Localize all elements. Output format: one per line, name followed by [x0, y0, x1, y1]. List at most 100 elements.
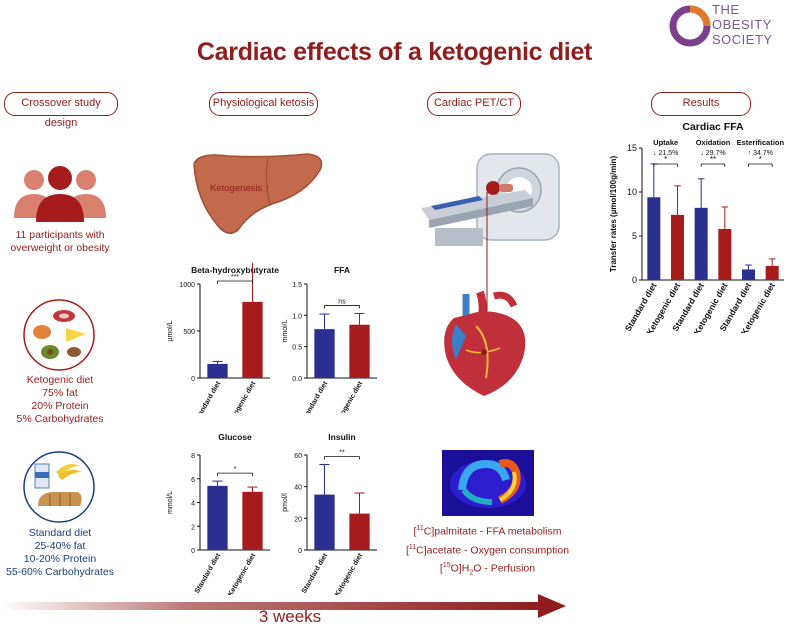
crossover-section-header: Crossover study design: [4, 92, 118, 129]
ketosis-section-header: Physiological ketosis: [209, 92, 318, 116]
keto-diet-carbs: 5% Carbohydrates: [16, 413, 104, 425]
group-change: ↓ 29.7%: [700, 150, 725, 157]
logo-line-1: THE: [712, 2, 740, 17]
y-axis-label: mmol/L: [167, 491, 174, 514]
y-tick-label: 60: [294, 453, 302, 460]
pet-label-3-sub: 2: [469, 569, 474, 577]
y-tick-label: 40: [294, 485, 302, 492]
bar: [314, 329, 335, 378]
participants-line-1: 11 participants with: [15, 229, 105, 241]
pet-label-3-text: O]H: [450, 562, 470, 575]
participants-line-2: overweight or obesity: [10, 242, 110, 254]
y-tick-label: 4: [191, 501, 195, 508]
pet-label-2-sup: 11: [408, 543, 417, 551]
chart-bhb: Beta-hydroxybutyrate 0 500 1000 µmol/L Standa…: [167, 263, 279, 413]
chart-title: Glucose: [218, 432, 252, 442]
chart-title: Cardiac FFA: [682, 121, 744, 133]
bar: [670, 214, 685, 280]
ketogenesis-label: Ketogenesis ↑: [210, 183, 270, 194]
y-axis-label: µmol/L: [167, 320, 174, 341]
y-tick-label: 10: [627, 187, 637, 197]
pet-label-water: [15O]H2O - Perfusion: [439, 562, 536, 577]
bar: [207, 485, 228, 550]
sig-label: **: [339, 450, 345, 457]
x-tick-label: Standard diet: [194, 552, 223, 595]
std-diet-name: Standard diet: [28, 527, 92, 539]
pet-section-header: Cardiac PET/CT: [427, 92, 521, 116]
liver-icon: [193, 153, 323, 234]
keto-diet-name: Ketogenic diet: [26, 374, 94, 386]
x-tick-label: Standard diet: [301, 552, 330, 595]
bar: [765, 265, 779, 280]
sig-label: ***: [231, 274, 239, 281]
timeline-arrow: [0, 594, 566, 618]
y-tick-label: 0: [191, 548, 195, 555]
y-tick-label: 0: [191, 376, 195, 383]
std-diet-protein: 10-20% Protein: [23, 553, 97, 565]
bar: [647, 197, 661, 280]
bar: [242, 301, 263, 378]
bar: [349, 324, 370, 378]
participants-icon: [14, 166, 106, 222]
chart-title: Insulin: [328, 432, 355, 442]
keto-diet-fat: 75% fat: [42, 387, 78, 399]
results-section-header: Results: [651, 92, 751, 116]
y-tick-label: 1.5: [292, 282, 302, 289]
pet-label-1-sup: 11: [416, 525, 424, 532]
x-tick-label: Standard diet: [194, 380, 223, 413]
chart-insulin: Insulin 0 20 40 60 pmol/l Standard diet Ketogen…: [282, 432, 377, 595]
y-axis-label: pmol/l: [282, 493, 289, 512]
page-title: Cardiac effects of a ketogenic diet: [196, 38, 593, 66]
sig-label: ns: [338, 298, 346, 305]
pet-label-acetate: [11C]acetate - Oxygen consumption: [405, 543, 570, 557]
chart-title: FFA: [334, 265, 350, 275]
participants-text: 11 participants with overweight or obesi…: [0, 229, 120, 255]
x-tick-label: Standard diet: [301, 380, 330, 413]
pet-label-palmitate: [11C]palmitate - FFA metabolism: [413, 525, 562, 538]
y-tick-label: 5: [632, 231, 637, 241]
y-tick-label: 1.0: [292, 313, 302, 320]
sig-label: *: [234, 466, 237, 473]
std-diet-carbs: 55-60% Carbohydrates: [6, 566, 114, 578]
bar: [741, 269, 756, 280]
chart-cardiac-ffa: Cardiac FFA 0 5 10 15 Transfer rates (µmol/10…: [609, 121, 785, 333]
x-tick-label: Ketogenic diet: [334, 380, 365, 413]
pet-tracer-labels: [11C]palmitate - FFA metabolism [11C]ace…: [390, 521, 585, 582]
group-change: ↓ 21.5%: [653, 150, 678, 157]
y-tick-label: 20: [294, 516, 302, 523]
ketogenic-food-icon: [23, 299, 95, 371]
y-axis-label: Transfer rates (µmol/100g/min): [609, 156, 618, 273]
sig-label: *: [664, 155, 667, 164]
group-change: ↑ 34.7%: [748, 150, 773, 157]
pet-ct-scanner-icon: [421, 153, 560, 246]
group-label: Esterification: [737, 138, 785, 147]
logo-line-2: OBESITY: [712, 17, 772, 32]
std-diet-fat: 25-40% fat: [34, 540, 86, 552]
y-tick-label: 1000: [179, 282, 195, 289]
standard-food-icon: [23, 451, 95, 523]
y-tick-label: 0: [632, 275, 637, 285]
y-tick-label: 500: [183, 329, 195, 336]
pet-label-1-text: C]palmitate - FFA metabolism: [423, 525, 562, 538]
keto-diet-protein: 20% Protein: [31, 400, 89, 412]
y-tick-label: 0: [298, 548, 302, 555]
pet-label-3-end: O - Perfusion: [473, 562, 536, 575]
pet-scan-image: [442, 450, 534, 516]
y-axis-label: mmol/L: [282, 319, 289, 342]
y-tick-label: 0.5: [292, 345, 302, 352]
chart-title: Beta-hydroxybutyrate: [191, 265, 279, 275]
bar: [207, 363, 228, 378]
heart-icon: [444, 290, 526, 396]
bar: [242, 491, 263, 550]
ketogenic-diet-text: Ketogenic diet 75% fat 20% Protein 5% Ca…: [0, 374, 120, 426]
bar: [314, 494, 335, 550]
x-tick-label: Ketogenic diet: [334, 552, 365, 595]
y-tick-label: 8: [191, 453, 195, 460]
sig-label: **: [710, 155, 716, 164]
chart-glucose: Glucose 0 2 4 6 8 mmol/L Standard diet Ketogenic…: [167, 432, 270, 595]
standard-diet-text: Standard diet 25-40% fat 10-20% Protein …: [0, 527, 120, 579]
group-label: Uptake: [653, 138, 678, 147]
bar: [349, 513, 370, 550]
bar: [718, 228, 732, 280]
logo-line-3: SOCIETY: [712, 32, 773, 47]
